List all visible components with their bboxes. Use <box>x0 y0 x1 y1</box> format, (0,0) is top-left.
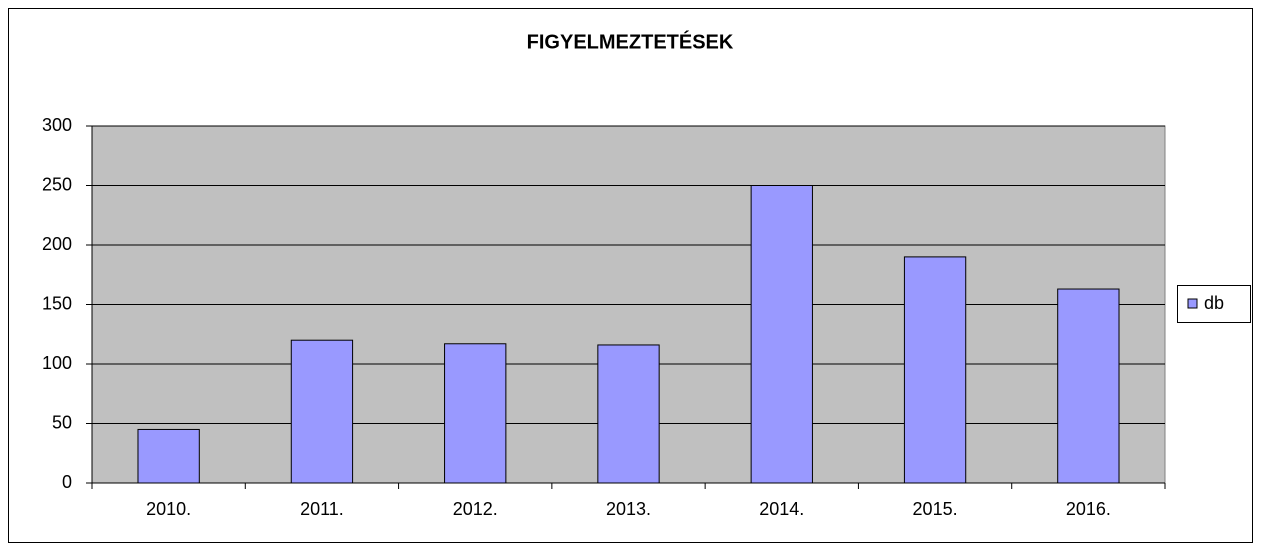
x-tick-label: 2010. <box>146 499 191 519</box>
x-tick-label: 2014. <box>759 499 804 519</box>
bar <box>444 343 507 484</box>
legend-label: db <box>1204 293 1224 313</box>
x-tick-label: 2012. <box>453 499 498 519</box>
x-tick-label: 2015. <box>913 499 958 519</box>
bar <box>1057 288 1120 484</box>
bar <box>750 185 813 484</box>
bar <box>597 344 660 484</box>
bar <box>137 428 200 484</box>
y-tick-label: 50 <box>52 412 72 432</box>
y-tick-label: 300 <box>42 115 72 135</box>
x-tick-label: 2013. <box>606 499 651 519</box>
y-tick-label: 200 <box>42 234 72 254</box>
chart-title: FIGYELMEZTETÉSEK <box>527 30 734 53</box>
y-tick-label: 0 <box>62 472 72 492</box>
x-tick-label: 2011. <box>300 499 344 519</box>
y-tick-label: 150 <box>42 293 72 313</box>
bar <box>903 256 967 484</box>
legend-swatch <box>1187 298 1198 309</box>
bar <box>290 339 354 484</box>
y-tick-label: 250 <box>42 174 72 194</box>
x-tick-label: 2016. <box>1066 499 1111 519</box>
y-tick-label: 100 <box>42 353 72 373</box>
